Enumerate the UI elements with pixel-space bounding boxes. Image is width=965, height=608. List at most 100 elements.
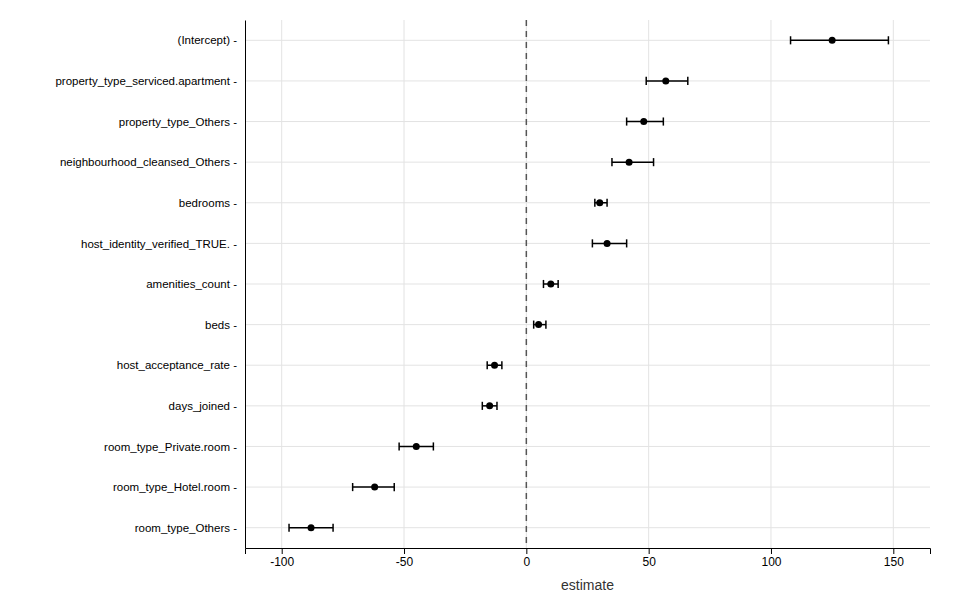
grid-line [245,202,930,203]
coefficient [353,483,395,491]
x-axis: -100 -50 0 50 100 150 [246,548,931,569]
grid-line [245,324,930,325]
estimate-point [596,199,603,206]
reference-line [526,20,528,548]
tick: -50 [396,548,414,569]
axis-title: estimate [561,577,614,593]
ci-cap [533,321,535,329]
grid-line [245,80,930,81]
ci-cap [888,36,890,44]
ci-cap [288,524,290,532]
chart: -100 -50 0 50 100 150 (Intercept) - property_ty… [0,0,965,608]
grid-line [245,446,930,447]
confidence-interval [791,40,889,42]
ci-cap [606,199,608,207]
tick-mark [649,548,650,554]
grid-line [245,365,930,366]
tick: host_acceptance_rate - [117,359,245,371]
tick-mark [404,548,405,554]
tick: 50 [642,548,656,569]
tick: beds - [205,319,245,331]
grid-line [245,405,930,406]
ci-cap [611,158,613,166]
coefficient [612,158,654,166]
ci-cap [592,239,594,247]
tick: room_type_Private.room - [104,441,245,453]
ci-cap [790,36,792,44]
tick-label: 0 [523,555,530,569]
grid-line [245,284,930,285]
estimate-point [640,118,647,125]
estimate-point [535,321,542,328]
tick-label: 100 [761,555,781,569]
tick: room_type_Hotel.room - [113,481,245,493]
tick: property_type_serviced.apartment - [55,75,245,87]
axis-line [245,21,246,549]
coefficient [592,239,626,247]
axis-line [246,549,931,555]
ci-cap [653,158,655,166]
tick-label: room_type_Private.room - [104,441,237,453]
tick-label: host_acceptance_rate - [117,359,237,371]
coefficient [543,280,558,288]
tick: days_joined - [169,400,245,412]
tick-label: host_identity_verified_TRUE. - [81,238,237,250]
ci-cap [645,77,647,85]
estimate-point [491,362,498,369]
grid-line [245,243,930,244]
tick-label: -100 [270,555,294,569]
grid-line [526,20,527,548]
tick-label: amenities_count - [146,278,237,290]
ci-cap [594,199,596,207]
coefficient [399,442,433,450]
tick: 150 [884,548,904,569]
tick-label: 50 [642,555,656,569]
ci-cap [496,402,498,410]
confidence-interval [612,161,654,163]
tick: bedrooms - [179,197,245,209]
tick-label: days_joined - [169,400,238,412]
estimate-point [486,402,493,409]
grid-line [245,121,930,122]
tick-label: property_type_serviced.apartment - [55,75,237,87]
estimate-point [547,281,554,288]
y-axis: (Intercept) - property_type_serviced.apar… [55,21,245,549]
tick-label: room_type_Hotel.room - [113,481,237,493]
estimate-point [829,37,836,44]
tick-label: 150 [884,555,904,569]
tick: amenities_count - [146,278,245,290]
grid [245,20,930,548]
estimate-point [413,443,420,450]
tick: host_identity_verified_TRUE. - [81,238,245,250]
tick-label: bedrooms - [179,197,237,209]
tick-label: neighbourhood_cleansed_Others - [60,156,237,168]
tick: property_type_Others - [119,116,245,128]
tick: 0 [523,548,530,569]
tick-label: property_type_Others - [119,116,237,128]
tick: room_type_Others - [135,522,245,534]
grid-line [245,487,930,488]
ci-cap [626,117,628,125]
coefficient [627,117,664,125]
coefficient [289,524,333,532]
estimate-point [662,77,669,84]
tick-label: (Intercept) - [178,34,238,46]
ci-cap [626,239,628,247]
tick: 100 [761,548,781,569]
tick-label: -50 [396,555,414,569]
ci-cap [398,442,400,450]
tick-mark [282,548,283,554]
tick-mark [771,548,772,554]
tick-mark [893,548,894,554]
tick-mark [526,548,527,554]
ci-cap [486,361,488,369]
ci-cap [687,77,689,85]
coefficient [646,77,688,85]
ci-cap [545,321,547,329]
grid-line [245,162,930,163]
estimate-point [371,484,378,491]
ci-cap [433,442,435,450]
ci-cap [332,524,334,532]
ci-cap [543,280,545,288]
ci-cap [557,280,559,288]
